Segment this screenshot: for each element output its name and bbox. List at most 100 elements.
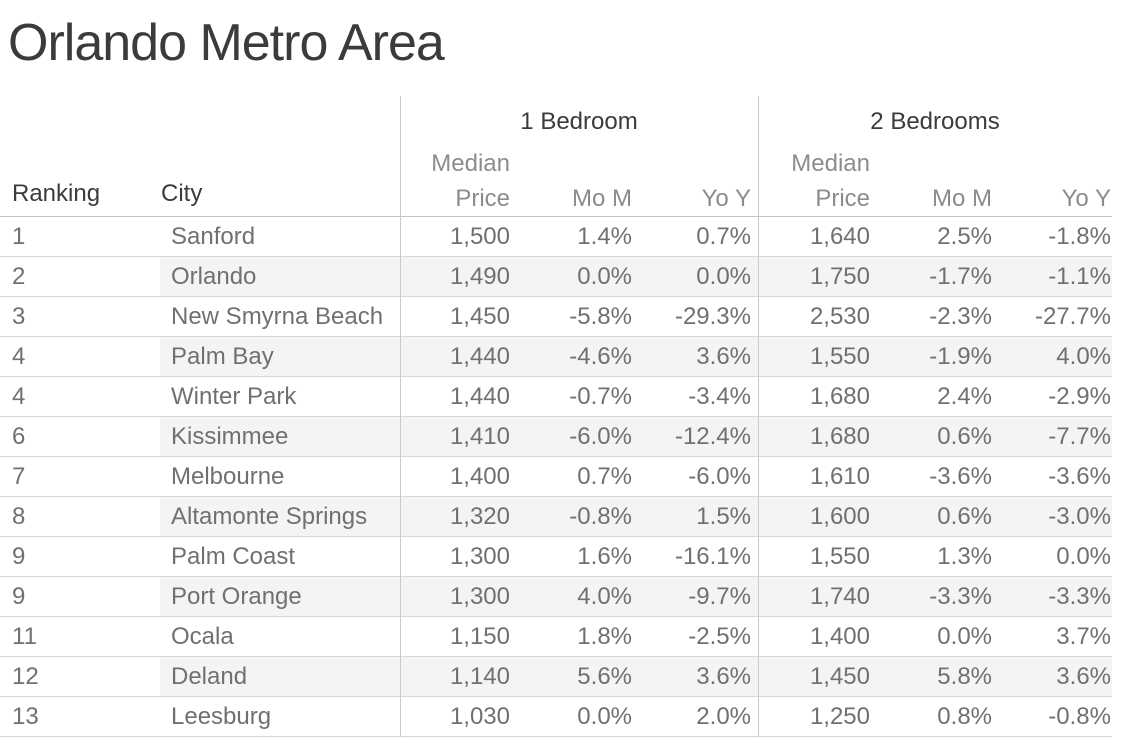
cell-2br-mom: 0.0%: [937, 623, 992, 650]
cell-1br-median-price: 1,140: [449, 663, 510, 690]
cell-2br-mom: 0.6%: [937, 503, 992, 530]
row-band-region: Sanford 1,500 1.4% 0.7% 1,640 2.5% -1.8%: [160, 217, 1112, 256]
cell-2br-median-price: 1,550: [809, 543, 870, 570]
group-divider-2br: [758, 96, 759, 737]
cell-1br-mom: 5.6%: [577, 663, 632, 690]
cell-1br-median-price: 1,300: [449, 583, 510, 610]
cell-1br-median-price: 1,400: [449, 463, 510, 490]
cell-ranking: 4: [0, 337, 160, 376]
cell-1br-yoy: -29.3%: [674, 303, 751, 330]
cell-2br-median-price: 1,680: [809, 423, 870, 450]
cell-1br-yoy: 2.0%: [696, 703, 751, 730]
column-header-2br-median-price: Median Price: [791, 150, 870, 212]
table-row: 12 Deland 1,140 5.6% 3.6% 1,450 5.8% 3.6…: [0, 657, 1112, 697]
cell-1br-median-price: 1,440: [449, 343, 510, 370]
cell-1br-yoy: 0.7%: [696, 223, 751, 250]
cell-2br-median-price: 1,450: [809, 663, 870, 690]
row-band-region: New Smyrna Beach 1,450 -5.8% -29.3% 2,53…: [160, 297, 1112, 336]
table-row: 9 Port Orange 1,300 4.0% -9.7% 1,740 -3.…: [0, 577, 1112, 617]
cell-2br-yoy: -0.8%: [1048, 703, 1111, 730]
cell-city: Sanford: [171, 223, 256, 250]
table-row: 9 Palm Coast 1,300 1.6% -16.1% 1,550 1.3…: [0, 537, 1112, 577]
cell-1br-yoy: 3.6%: [696, 343, 751, 370]
cell-city: Melbourne: [171, 463, 285, 490]
cell-1br-yoy: -16.1%: [674, 543, 751, 570]
column-header-2br-yoy: Yo Y: [1061, 185, 1111, 212]
cell-ranking: 6: [0, 417, 160, 456]
cell-city: Deland: [171, 663, 248, 690]
column-header-city: City: [161, 180, 203, 207]
cell-2br-median-price: 2,530: [809, 303, 870, 330]
page-title: Orlando Metro Area: [8, 14, 445, 72]
cell-1br-mom: 1.8%: [577, 623, 632, 650]
cell-1br-yoy: 1.5%: [696, 503, 751, 530]
cell-1br-yoy: -6.0%: [688, 463, 751, 490]
table-header: Ranking City 1 Bedroom Median Price Mo M…: [0, 96, 1112, 217]
cell-1br-mom: -5.8%: [569, 303, 632, 330]
cell-ranking: 8: [0, 497, 160, 536]
cell-2br-mom: 1.3%: [937, 543, 992, 570]
row-band-region: Deland 1,140 5.6% 3.6% 1,450 5.8% 3.6%: [160, 657, 1112, 696]
cell-2br-mom: -1.7%: [929, 263, 992, 290]
cell-2br-mom: 0.8%: [937, 703, 992, 730]
row-band-region: Kissimmee 1,410 -6.0% -12.4% 1,680 0.6% …: [160, 417, 1112, 456]
table-row: 7 Melbourne 1,400 0.7% -6.0% 1,610 -3.6%…: [0, 457, 1112, 497]
table-row: 2 Orlando 1,490 0.0% 0.0% 1,750 -1.7% -1…: [0, 257, 1112, 297]
row-band-region: Ocala 1,150 1.8% -2.5% 1,400 0.0% 3.7%: [160, 617, 1112, 656]
cell-1br-mom: -4.6%: [569, 343, 632, 370]
cell-2br-median-price: 1,610: [809, 463, 870, 490]
cell-1br-median-price: 1,030: [449, 703, 510, 730]
cell-2br-median-price: 1,750: [809, 263, 870, 290]
group-1-bedroom: 1 Bedroom Median Price Mo M Yo Y: [400, 96, 758, 216]
cell-1br-yoy: -12.4%: [674, 423, 751, 450]
cell-2br-mom: 2.5%: [937, 223, 992, 250]
cell-1br-median-price: 1,450: [449, 303, 510, 330]
cell-1br-mom: 0.7%: [577, 463, 632, 490]
cell-1br-mom: 0.0%: [577, 703, 632, 730]
cell-1br-mom: -0.7%: [569, 383, 632, 410]
row-band-region: Palm Bay 1,440 -4.6% 3.6% 1,550 -1.9% 4.…: [160, 337, 1112, 376]
cell-2br-yoy: 3.7%: [1056, 623, 1111, 650]
row-header-zone: Ranking City: [0, 96, 400, 216]
row-band-region: Palm Coast 1,300 1.6% -16.1% 1,550 1.3% …: [160, 537, 1112, 576]
cell-2br-yoy: -27.7%: [1034, 303, 1111, 330]
subheader-row-2br: Median Price Mo M Yo Y: [758, 146, 1112, 220]
cell-2br-yoy: 0.0%: [1056, 543, 1111, 570]
table-row: 4 Palm Bay 1,440 -4.6% 3.6% 1,550 -1.9% …: [0, 337, 1112, 377]
cell-2br-median-price: 1,550: [809, 343, 870, 370]
cell-1br-mom: 1.4%: [577, 223, 632, 250]
table-row: 13 Leesburg 1,030 0.0% 2.0% 1,250 0.8% -…: [0, 697, 1112, 737]
cell-1br-median-price: 1,440: [449, 383, 510, 410]
cell-ranking: 12: [0, 657, 160, 696]
cell-2br-mom: 5.8%: [937, 663, 992, 690]
cell-2br-yoy: -3.0%: [1048, 503, 1111, 530]
row-band-region: Melbourne 1,400 0.7% -6.0% 1,610 -3.6% -…: [160, 457, 1112, 496]
cell-2br-yoy: -3.3%: [1048, 583, 1111, 610]
cell-2br-median-price: 1,640: [809, 223, 870, 250]
cell-ranking: 11: [0, 617, 160, 656]
cell-ranking: 2: [0, 257, 160, 296]
cell-1br-yoy: 0.0%: [696, 263, 751, 290]
cell-1br-median-price: 1,300: [449, 543, 510, 570]
cell-1br-mom: -0.8%: [569, 503, 632, 530]
table-row: 8 Altamonte Springs 1,320 -0.8% 1.5% 1,6…: [0, 497, 1112, 537]
column-header-1br-median-price: Median Price: [431, 150, 510, 212]
table-row: 1 Sanford 1,500 1.4% 0.7% 1,640 2.5% -1.…: [0, 217, 1112, 257]
cell-2br-yoy: -1.1%: [1048, 263, 1111, 290]
cell-1br-yoy: -9.7%: [688, 583, 751, 610]
column-header-ranking: Ranking: [12, 180, 101, 207]
cell-ranking: 3: [0, 297, 160, 336]
cell-1br-mom: 4.0%: [577, 583, 632, 610]
cell-ranking: 9: [0, 537, 160, 576]
cell-2br-median-price: 1,600: [809, 503, 870, 530]
table-row: 4 Winter Park 1,440 -0.7% -3.4% 1,680 2.…: [0, 377, 1112, 417]
cell-city: Port Orange: [171, 583, 302, 610]
cell-ranking: 4: [0, 377, 160, 416]
cell-1br-mom: 0.0%: [577, 263, 632, 290]
group-2-bedrooms: 2 Bedrooms Median Price Mo M Yo Y: [758, 96, 1112, 216]
cell-city: Palm Bay: [171, 343, 274, 370]
cell-2br-yoy: -7.7%: [1048, 423, 1111, 450]
cell-1br-median-price: 1,490: [449, 263, 510, 290]
row-band-region: Port Orange 1,300 4.0% -9.7% 1,740 -3.3%…: [160, 577, 1112, 616]
cell-1br-yoy: -3.4%: [688, 383, 751, 410]
